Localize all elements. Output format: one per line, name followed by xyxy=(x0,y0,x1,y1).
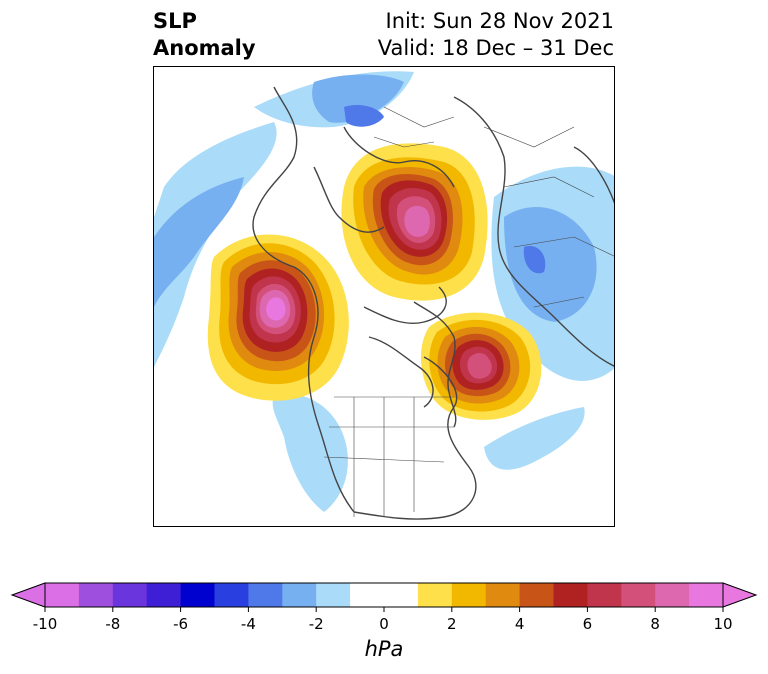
colorbar-segment xyxy=(485,583,521,607)
colorbar-segment xyxy=(384,583,419,607)
colorbar-segment xyxy=(282,583,317,607)
colorbar-segment xyxy=(451,583,487,607)
colorbar-tick-label: 4 xyxy=(515,615,525,633)
colorbar-ticks: -10 -8 -6 -4 -2 0 2 4 6 8 10 xyxy=(33,607,733,633)
colorbar-segment xyxy=(350,583,385,607)
colorbar-segment xyxy=(248,583,283,607)
colorbar-segment xyxy=(146,583,182,607)
borders xyxy=(323,106,614,517)
colorbar-over-arrow xyxy=(722,582,758,608)
colorbar-under-arrow xyxy=(10,582,46,608)
colorbar: -10 -8 -6 -4 -2 0 2 4 6 8 10 hPa xyxy=(0,570,768,670)
positive-anomaly-atlantic xyxy=(420,312,542,420)
colorbar-tick-label: -4 xyxy=(241,615,256,633)
negative-anomaly-areas xyxy=(154,67,614,512)
colorbar-tick-label: 2 xyxy=(447,615,457,633)
colorbar-segment xyxy=(214,583,249,607)
colorbar-segment xyxy=(417,583,453,607)
colorbar-segment xyxy=(112,583,148,607)
valid-range: Valid: 18 Dec – 31 Dec xyxy=(377,36,614,60)
colorbar-segment xyxy=(621,583,656,607)
colorbar-unit: hPa xyxy=(365,637,404,661)
colorbar-segment xyxy=(78,583,114,607)
colorbar-segment xyxy=(45,583,80,607)
polar-map xyxy=(153,66,615,527)
colorbar-tick-label: -10 xyxy=(33,615,58,633)
colorbar-svg: -10 -8 -6 -4 -2 0 2 4 6 8 10 hPa xyxy=(10,582,758,661)
colorbar-segment xyxy=(655,583,690,607)
colorbar-segment xyxy=(519,583,554,607)
map-title-dates: Init: Sun 28 Nov 2021 Valid: 18 Dec – 31… xyxy=(378,8,614,62)
colorbar-segments xyxy=(45,583,724,607)
positive-anomaly-arctic xyxy=(341,143,488,301)
coastlines xyxy=(252,86,614,520)
colorbar-segment xyxy=(180,583,215,607)
colorbar-segment xyxy=(553,583,588,607)
title-slp: SLP xyxy=(153,9,197,33)
colorbar-tick-label: 6 xyxy=(583,615,593,633)
colorbar-tick-label: -2 xyxy=(309,615,324,633)
colorbar-segment xyxy=(316,583,351,607)
map-title-variable: SLP Anomaly xyxy=(153,8,256,62)
colorbar-tick-label: -6 xyxy=(173,615,188,633)
colorbar-segment xyxy=(587,583,622,607)
anomaly-map-svg xyxy=(154,67,614,520)
colorbar-tick-label: -8 xyxy=(105,615,120,633)
title-anomaly: Anomaly xyxy=(153,36,256,60)
colorbar-segment xyxy=(689,583,724,607)
init-date: Init: Sun 28 Nov 2021 xyxy=(385,9,614,33)
colorbar-tick-label: 10 xyxy=(713,615,732,633)
colorbar-tick-label: 8 xyxy=(650,615,660,633)
colorbar-tick-label: 0 xyxy=(379,615,389,633)
positive-anomaly-pacific xyxy=(207,234,349,401)
